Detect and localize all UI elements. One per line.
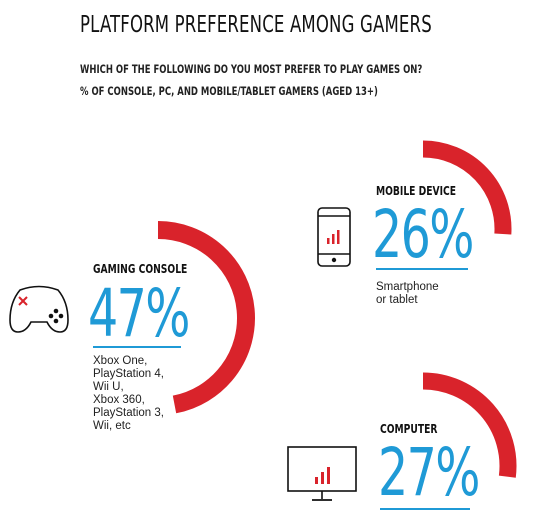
data-label: 26% [372,196,474,273]
segment-name: MOBILE DEVICE [376,184,457,198]
data-label: 47% [88,275,190,352]
arc-computer [422,372,517,478]
monitor-icon [287,446,357,501]
label-underline [380,508,470,510]
segment-description: Smartphone or tablet [376,281,439,307]
survey-question: WHICH OF THE FOLLOWING DO YOU MOST PREFE… [80,62,423,76]
segment-description: Xbox One, PlayStation 4, Wii U, Xbox 360… [93,355,164,433]
description-line: Wii, etc [93,420,131,432]
smartphone-icon [317,207,351,267]
description-line: or tablet [376,294,418,306]
description-line: PlayStation 4, [93,368,164,380]
description-line: PlayStation 3, [93,407,164,419]
gamepad-icon [9,285,69,333]
segment-name: GAMING CONSOLE [93,262,188,276]
survey-base: % OF CONSOLE, PC, AND MOBILE/TABLET GAME… [80,84,378,98]
arc-gaming-console [157,221,255,414]
data-label: 27% [378,434,480,511]
label-underline [93,346,181,348]
label-underline [376,268,468,270]
chart-title: PLATFORM PREFERENCE AMONG GAMERS [80,12,432,38]
description-line: Xbox One, [93,355,148,367]
description-line: Wii U, [93,381,124,393]
arc-mobile-device [422,140,512,235]
description-line: Smartphone [376,281,439,293]
description-line: Xbox 360, [93,394,145,406]
segment-name: COMPUTER [380,422,438,436]
